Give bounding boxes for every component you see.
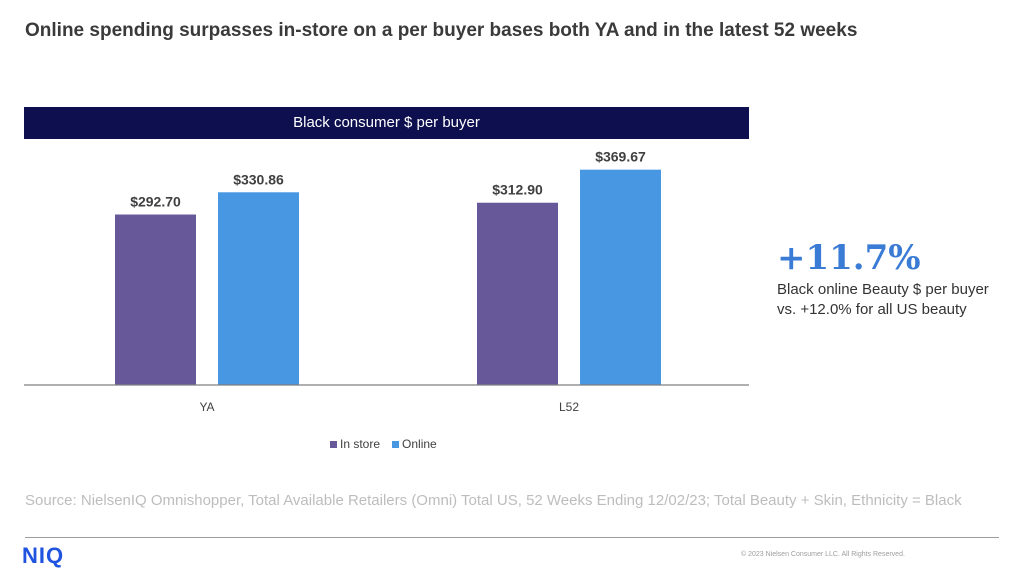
data-label-l52-in-store: $312.90 (492, 182, 543, 198)
data-label-l52-online: $369.67 (595, 149, 646, 165)
data-label-ya-in-store: $292.70 (130, 194, 181, 210)
callout: +11.7% Black online Beauty $ per buyer v… (777, 238, 1007, 320)
data-label-ya-online: $330.86 (233, 171, 284, 187)
chart-legend: In store Online (330, 437, 437, 451)
x-tick-label-ya: YA (199, 400, 214, 414)
callout-value: +11.7% (777, 238, 921, 278)
footer-divider (25, 537, 999, 538)
bar-ya-in-store (115, 214, 196, 385)
page-title: Online spending surpasses in-store on a … (25, 20, 858, 41)
legend-label-online: Online (402, 437, 437, 451)
bar-l52-in-store (477, 202, 558, 385)
legend-swatch-online (392, 440, 400, 448)
chart-header: Black consumer $ per buyer (24, 107, 749, 139)
legend-item-in-store: In store (330, 437, 380, 451)
legend-item-online: Online (392, 437, 437, 451)
niq-logo: NIQ (22, 543, 65, 568)
callout-text: Black online Beauty $ per buyer vs. +12.… (777, 281, 989, 318)
source-note: Source: NielsenIQ Omnishopper, Total Ava… (25, 492, 962, 509)
legend-label-in-store: In store (340, 437, 381, 451)
copyright-text: © 2023 Nielsen Consumer LLC. All Rights … (741, 551, 905, 558)
legend-swatch-in-store (330, 440, 337, 448)
bar-ya-online (218, 192, 299, 385)
x-tick-label-l52: L52 (559, 400, 579, 414)
bar-l52-online (580, 169, 661, 385)
